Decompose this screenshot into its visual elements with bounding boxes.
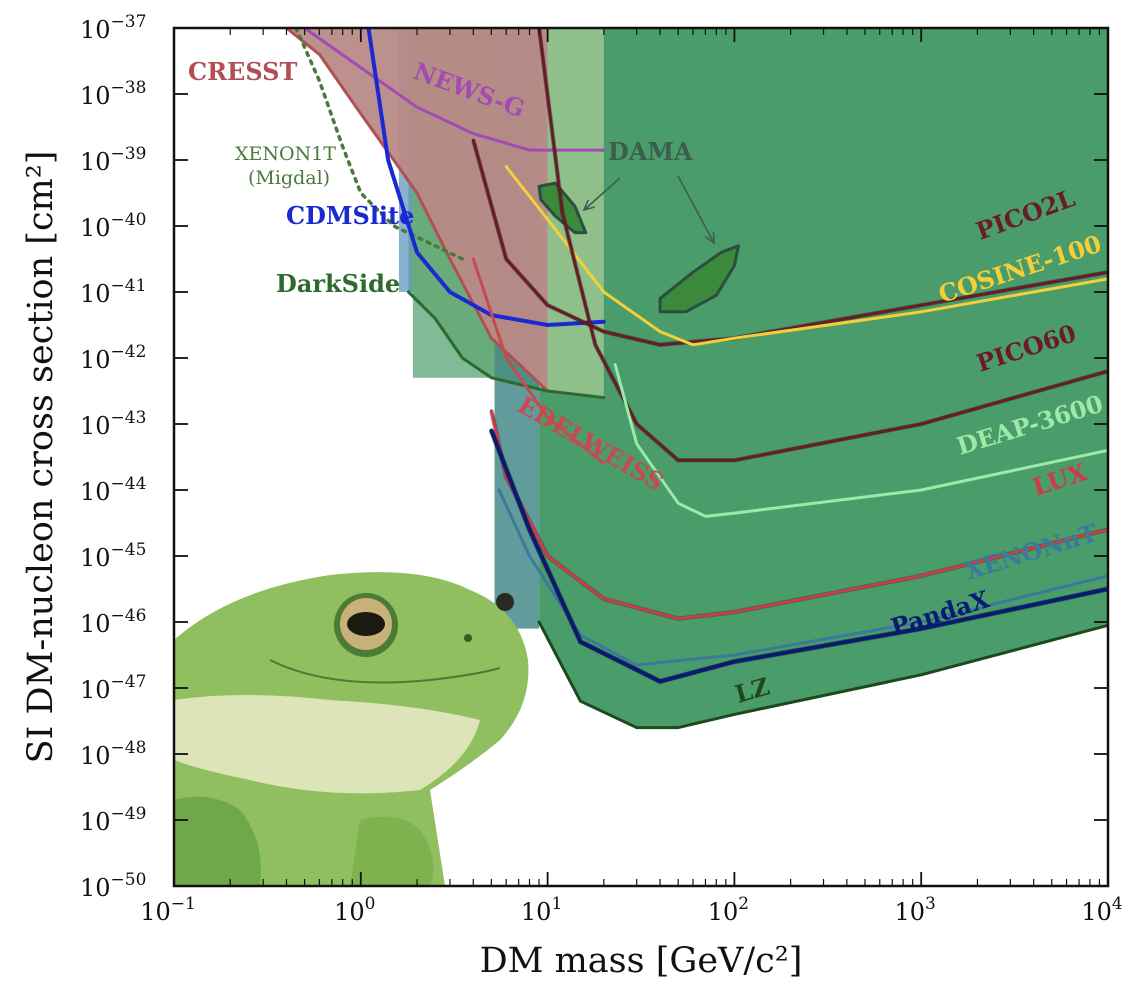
series-line-lz <box>537 620 1108 730</box>
frog-mouth <box>269 659 501 684</box>
y-tick-label: 10−43 <box>80 408 146 440</box>
x-tick-label: 101 <box>521 894 562 926</box>
x-tick-label: 104 <box>1081 894 1122 926</box>
axes: 10−1 100 101 102 103 104 10−37 10−38 10−39 10−40 1… <box>21 12 1123 981</box>
series-line-cosine-100 <box>504 165 1108 347</box>
y-tick-label: 10−37 <box>80 12 146 44</box>
y-tick-label: 10−45 <box>80 540 146 572</box>
label-xenon1t-migdal: XENON1T (Migdal) <box>235 143 336 189</box>
plot-area <box>285 28 1108 730</box>
series-line-pico60 <box>537 28 1108 462</box>
x-tick-label: 103 <box>895 894 936 926</box>
y-tick-label: 10−40 <box>80 210 146 242</box>
dama-region-high <box>658 244 740 314</box>
series-line-cdmslite <box>366 28 606 327</box>
dama-arrowhead-1 <box>582 199 595 212</box>
label-darkside: DarkSide <box>276 269 400 298</box>
y-tick-label: 10−41 <box>80 276 146 308</box>
y-tick-label: 10−44 <box>80 474 146 506</box>
series-line-news-g <box>303 28 606 152</box>
x-tick-label: 10−1 <box>140 894 196 926</box>
label-dama: DAMA <box>608 137 693 166</box>
series-line-xenon1t-migdal- <box>294 28 465 261</box>
y-tick-label: 10−48 <box>80 738 146 770</box>
dama-arrowhead-2 <box>704 231 715 245</box>
series-line-edelweiss <box>471 257 606 466</box>
dama-arrow-2 <box>677 175 715 244</box>
x-tick-label: 102 <box>708 894 749 926</box>
frog-eye-far <box>496 593 514 611</box>
label-cdmslite: CDMSlite <box>286 201 414 230</box>
y-tick-label: 10−39 <box>80 144 146 176</box>
frog-pupil <box>347 612 385 636</box>
series-line-xenonnt <box>497 488 1108 667</box>
x-axis-title: DM mass [GeV/c²] <box>480 941 803 981</box>
y-axis-title: SI DM-nucleon cross section [cm²] <box>21 151 61 764</box>
frog-nostril <box>464 634 472 642</box>
label-cresst: CRESST <box>188 57 297 86</box>
y-tick-label: 10−42 <box>80 342 146 374</box>
y-tick-label: 10−46 <box>80 606 146 638</box>
excluded-region-fill <box>539 28 1108 728</box>
series-line-darkside <box>407 290 606 400</box>
y-tick-label: 10−47 <box>80 672 146 704</box>
series-line-deap-3600 <box>613 363 1108 518</box>
series-line-pico2l <box>471 138 1108 347</box>
plot-frame <box>172 26 1110 888</box>
series-line-cresst <box>285 28 550 393</box>
dama-arrow-1 <box>583 177 621 211</box>
series-line-pandax <box>489 428 1108 684</box>
x-tick-label: 100 <box>334 894 375 926</box>
frog-belly <box>174 695 480 794</box>
cresst-region-fill <box>286 28 548 391</box>
frog-arm <box>174 796 261 886</box>
frog-leg <box>350 816 434 886</box>
tree-frog-image <box>174 572 529 886</box>
y-tick-label: 10−50 <box>80 870 146 902</box>
y-tick-label: 10−38 <box>80 78 146 110</box>
y-tick-label: 10−49 <box>80 804 146 836</box>
